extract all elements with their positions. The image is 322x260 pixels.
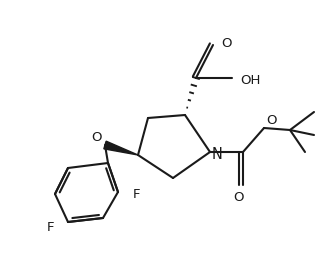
Text: O: O (92, 131, 102, 144)
Text: O: O (267, 114, 277, 127)
Text: OH: OH (240, 74, 260, 87)
Text: N: N (212, 146, 223, 161)
Polygon shape (104, 141, 138, 155)
Text: O: O (234, 191, 244, 204)
Text: F: F (46, 220, 54, 233)
Text: F: F (132, 187, 140, 200)
Text: O: O (222, 36, 232, 49)
